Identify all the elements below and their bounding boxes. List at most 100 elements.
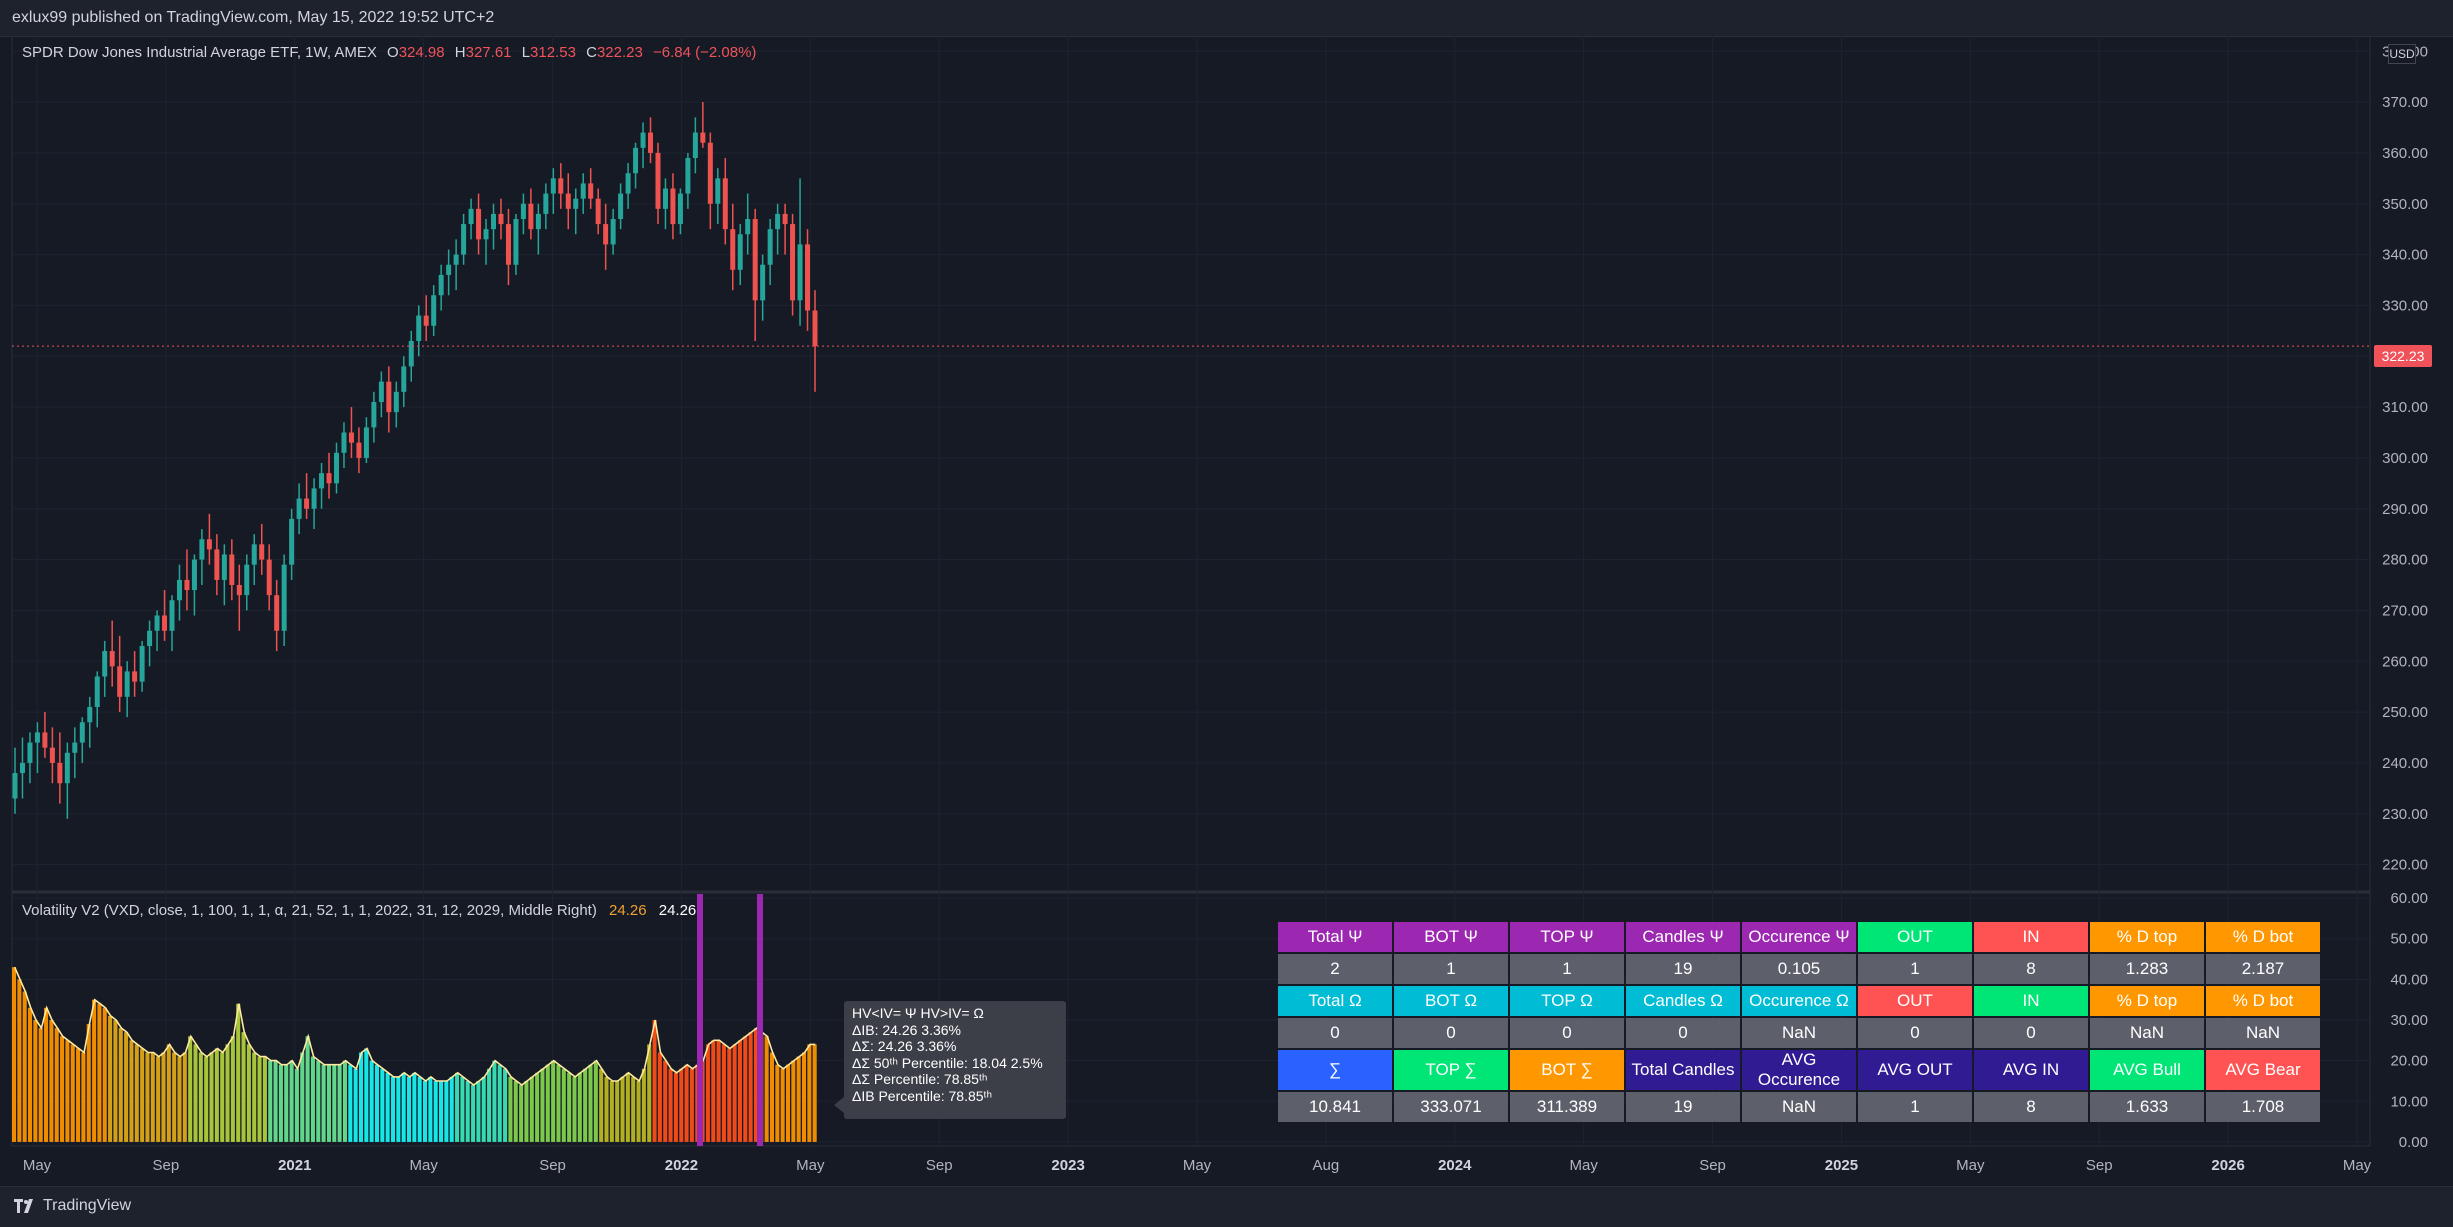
volatility-bar [214,1048,219,1142]
candle-body [304,498,310,509]
time-tick-label: 2021 [278,1157,311,1174]
volatility-bar [182,1052,187,1142]
price-tick-label: 250.00 [2382,704,2428,721]
volatility-bar [721,1044,726,1142]
candle-body [296,498,302,519]
candle-body [558,178,564,194]
stats-cell: TOP ∑ [1394,1050,1508,1090]
candle-body [805,244,811,311]
volatility-bar [108,1015,113,1142]
indicator-legend[interactable]: Volatility V2 (VXD, close, 1, 100, 1, 1,… [22,902,696,919]
volatility-bar [188,1036,193,1142]
volatility-bar [513,1080,518,1142]
volatility-bar [497,1064,502,1142]
candle-body [19,762,25,774]
tradingview-logo[interactable]: TradingView [14,1197,131,1215]
price-tick-label: 330.00 [2382,297,2428,314]
volatility-bar [807,1044,812,1142]
candle-body [154,615,160,631]
candle-body [109,651,115,667]
candle-body [348,432,354,443]
candle-body [625,173,631,194]
volatility-bar [76,1048,81,1142]
stats-cell: % D top [2090,922,2204,952]
time-tick-label: Aug [1313,1157,1340,1174]
price-tick-label: 300.00 [2382,450,2428,467]
candle-body [595,198,601,225]
volatility-bar [583,1068,588,1142]
candle-body [117,666,123,697]
candle-body [266,559,272,596]
volatility-bar [54,1028,59,1142]
low-value: 312.53 [530,44,576,61]
time-tick-label: Sep [2086,1157,2113,1174]
brand-name: TradingView [43,1197,132,1214]
volatility-bar [262,1056,267,1142]
candle-body [87,707,93,723]
volatility-bar [668,1068,673,1142]
candle-body [648,132,654,153]
candle-body [274,595,280,631]
volatility-bar [369,1060,374,1142]
volatility-bar [305,1036,310,1142]
volatility-bar [166,1044,171,1142]
stats-cell: AVG Bull [2090,1050,2204,1090]
candle-body [730,229,736,270]
volatility-bar [65,1040,70,1142]
volatility-bar [390,1076,396,1142]
candle-body [64,752,70,784]
indicator-tick-label: 10.00 [2390,1093,2428,1110]
time-tick-label: Sep [539,1157,566,1174]
stats-cell: 0 [1858,1018,1972,1048]
volatility-bar [321,1064,326,1142]
volatility-bar [156,1056,161,1142]
stats-table: Total Ψ BOT Ψ TOP Ψ Candles Ψ Occurence Ψ OUT… [1276,920,2322,1124]
symbol-legend: SPDR Dow Jones Industrial Average ETF, 1… [22,44,756,61]
volatility-bar [631,1076,636,1142]
volatility-bar [145,1052,150,1142]
time-tick-label: May [796,1157,825,1174]
candle-body [12,773,18,799]
volatility-bar [225,1044,230,1142]
volatility-bar [769,1052,774,1142]
volatility-bar [220,1052,225,1142]
volatility-bar [278,1064,283,1142]
open-value: 324.98 [398,44,445,61]
currency-badge[interactable]: USD [2388,44,2416,64]
volatility-bar [620,1076,625,1142]
volatility-bar [28,1007,33,1142]
volatility-bar [727,1048,732,1142]
candle-body [162,615,168,631]
candle-body [737,234,743,270]
candle-body [520,203,526,219]
volatility-bar [455,1072,460,1142]
high-label: H [454,44,466,61]
stats-cell: 19 [1626,1092,1740,1122]
candle-body [341,432,347,453]
candle-body [326,473,332,484]
volatility-bar [503,1068,508,1142]
candle-body [580,183,586,199]
volatility-bar [161,1052,166,1142]
volatility-bar [204,1056,209,1142]
candle-body [431,295,437,326]
volatility-bar [572,1076,577,1142]
volatility-bar [257,1056,262,1142]
stats-cell: % D top [2090,986,2204,1016]
volatility-bar [785,1064,791,1142]
time-tick-label: May [23,1157,52,1174]
volatility-bar [428,1076,433,1142]
open-label: O [387,44,399,61]
candle-body [528,203,534,230]
candle-body [685,158,691,194]
volatility-bar [743,1036,748,1142]
price-tick-label: 370.00 [2382,94,2428,111]
candle-body [356,442,362,458]
candle-body [147,630,153,646]
candle-body [124,671,130,697]
volatility-bar [198,1052,203,1142]
volatility-bar [801,1052,807,1142]
volatility-bar [193,1044,198,1142]
volatility-bar [140,1048,145,1142]
tooltip-line: ΔΣ Percentile: 78.85ᵗʰ [852,1071,988,1087]
